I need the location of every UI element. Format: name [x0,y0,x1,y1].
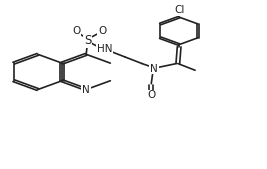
Text: O: O [72,26,80,36]
Text: O: O [147,90,155,100]
Text: S: S [84,34,91,47]
Text: O: O [98,26,106,36]
Text: N: N [150,64,158,74]
Text: HN: HN [97,44,112,54]
Text: Cl: Cl [174,5,184,15]
Text: N: N [82,84,90,94]
